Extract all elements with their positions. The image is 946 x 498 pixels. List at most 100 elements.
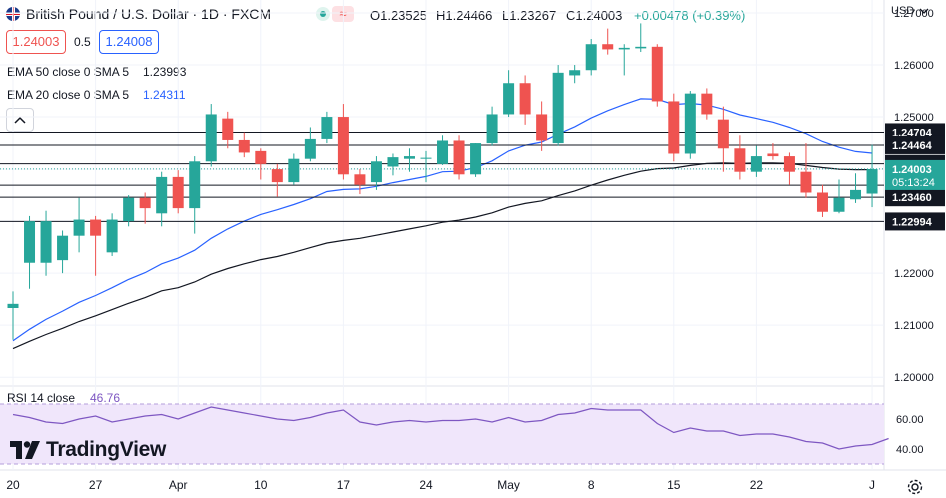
level-label: 1.23460: [892, 192, 932, 204]
ema20-line: [12, 98, 873, 342]
ema20-value: 1.24311: [143, 88, 186, 102]
rsi-label[interactable]: RSI 14 close: [7, 391, 76, 405]
candle-body: [205, 114, 217, 162]
rsi-tick-label: 60.00: [896, 414, 924, 426]
candle-body: [701, 93, 713, 115]
candle-body: [189, 161, 201, 209]
x-tick-label: 24: [419, 478, 433, 492]
x-tick-label: 10: [254, 478, 268, 492]
candle-body: [222, 118, 234, 140]
x-tick-label: Apr: [169, 478, 188, 492]
bar-countdown-label: 05:13:24: [892, 177, 935, 189]
candle-body: [503, 83, 515, 115]
ohlc-low: L1.23267: [502, 8, 557, 23]
candle-body: [123, 197, 135, 222]
collapse-legend-button[interactable]: [6, 108, 34, 132]
y-tick-label: 1.26000: [894, 60, 934, 72]
candle-body: [585, 44, 597, 71]
candle-body: [866, 169, 878, 194]
last-price-label-bg: [885, 159, 945, 190]
spread-value: 0.5: [74, 35, 91, 49]
candle-body: [321, 117, 333, 139]
y-tick-label: 1.21000: [894, 320, 934, 332]
chevron-down-icon[interactable]: [919, 7, 929, 15]
x-tick-label: 8: [588, 478, 595, 492]
level-label: 1.24464: [892, 140, 933, 152]
chevron-up-icon: [14, 116, 26, 124]
candle-body: [337, 117, 349, 175]
market-open-icon: [316, 7, 330, 21]
candle-body: [850, 189, 862, 200]
sell-button[interactable]: 1.24003: [6, 30, 66, 54]
ema20-label[interactable]: EMA 20 close 0 SMA 5: [7, 88, 130, 102]
ohlc-open: O1.23525: [370, 8, 428, 23]
candle-body: [651, 46, 663, 102]
candle-body: [106, 219, 118, 253]
currency-label[interactable]: USD: [891, 5, 915, 17]
rsi-tick-label: 40.00: [896, 444, 924, 456]
x-tick-label: 20: [6, 478, 20, 492]
price-change: +0.00478 (+0.39%): [634, 8, 746, 23]
candle-body: [734, 148, 746, 172]
candle-body: [255, 150, 267, 164]
candle-body: [470, 143, 482, 175]
candle-body: [403, 156, 415, 159]
x-tick-label: 15: [667, 478, 681, 492]
candle-body: [90, 219, 102, 236]
candle-body: [437, 140, 449, 164]
buy-button[interactable]: 1.24008: [99, 30, 159, 54]
ohlc-close: C1.24003: [566, 8, 623, 23]
ohlc-high: H1.24466: [436, 8, 493, 23]
candle-body: [387, 157, 399, 167]
tradingview-logo-text: TradingView: [46, 438, 167, 461]
candle-body: [618, 47, 630, 50]
candle-body: [668, 101, 680, 154]
candle-body: [7, 303, 19, 308]
rsi-value: 46.76: [90, 391, 121, 405]
candle-body: [717, 119, 729, 149]
candle-body: [602, 44, 614, 50]
candle-body: [354, 174, 366, 185]
candle-body: [536, 114, 548, 141]
y-tick-label: 1.22000: [894, 268, 934, 280]
candle-body: [420, 157, 432, 159]
candle-body: [271, 169, 283, 183]
candle-body: [750, 156, 762, 172]
candle-body: [783, 156, 795, 172]
candle-body: [552, 72, 564, 144]
candle-body: [288, 158, 300, 183]
x-tick-label: J: [869, 478, 875, 492]
y-tick-label: 1.25000: [894, 112, 934, 124]
ema50-label[interactable]: EMA 50 close 0 SMA 5: [7, 65, 130, 79]
y-tick-label: 1.27000: [894, 8, 934, 20]
x-tick-label: May: [497, 478, 520, 492]
level-label-bg: [885, 212, 945, 231]
candle-body: [453, 140, 465, 175]
level-label: 1.22994: [892, 216, 933, 228]
candle-body: [800, 171, 812, 193]
level-label-bg: [885, 188, 945, 207]
x-tick-label: 17: [337, 478, 351, 492]
settings-icon[interactable]: [906, 478, 924, 496]
candle-body: [238, 139, 250, 153]
level-label-bg: [885, 135, 945, 154]
x-tick-label: 22: [750, 478, 764, 492]
symbol-title[interactable]: British Pound / U.S. Dollar · 1D · FXCM: [26, 6, 272, 22]
candle-body: [833, 197, 845, 212]
ema50-line: [12, 162, 872, 350]
candle-body: [304, 138, 316, 159]
ema50-value: 1.23993: [143, 65, 187, 79]
candle-body: [684, 93, 696, 154]
candle-body: [569, 70, 581, 76]
tradingview-logo-icon: [10, 441, 40, 459]
candle-body: [767, 153, 779, 157]
x-tick-label: 27: [89, 478, 103, 492]
candle-body: [73, 219, 85, 236]
candle-body: [816, 192, 828, 212]
candle-body: [40, 221, 52, 263]
candle-body: [370, 161, 382, 183]
candle-body: [156, 176, 168, 214]
candle-body: [57, 235, 69, 261]
candle-body: [635, 46, 647, 49]
